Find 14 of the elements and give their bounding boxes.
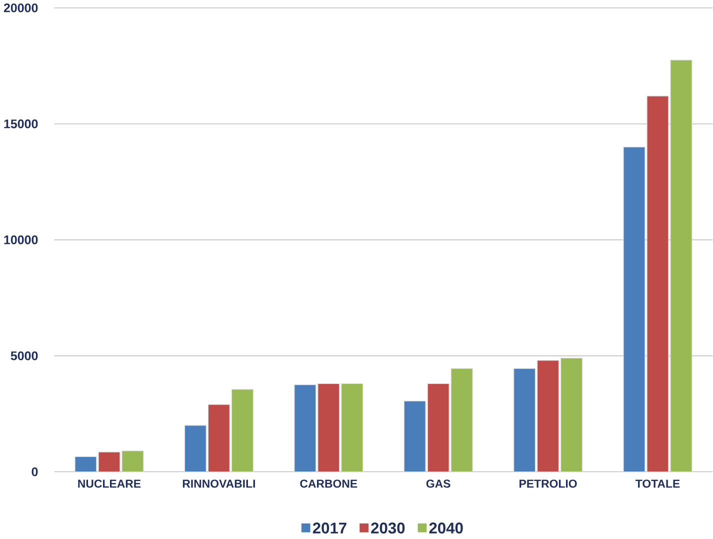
y-tick-label: 5000 xyxy=(10,351,38,360)
legend-label: 2030 xyxy=(371,522,405,534)
x-tick-label: NUCLEARE xyxy=(78,480,141,488)
x-tick-label: TOTALE xyxy=(635,480,680,488)
y-tick-label: 15000 xyxy=(4,119,38,128)
y-tick-label: 0 xyxy=(32,467,38,476)
x-tick-label: RINNOVABILI xyxy=(182,480,255,488)
x-tick-label: CARBONE xyxy=(300,480,358,488)
y-tick-label: 10000 xyxy=(4,235,38,244)
legend-label: 2040 xyxy=(429,522,463,534)
legend-label: 2017 xyxy=(312,522,346,534)
y-tick-label: 20000 xyxy=(4,3,38,12)
x-tick-label: PETROLIO xyxy=(520,480,577,488)
x-tick-label: GAS xyxy=(426,480,450,488)
